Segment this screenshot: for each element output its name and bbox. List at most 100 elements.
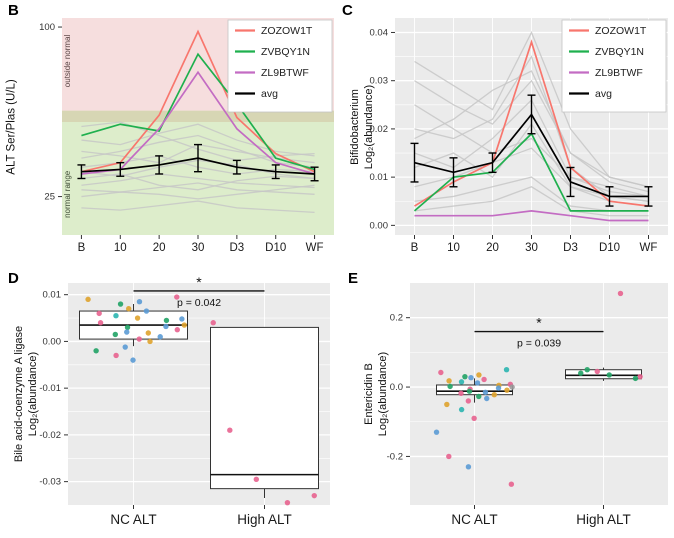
panel-label-d: D xyxy=(8,270,19,287)
data-point xyxy=(458,390,464,397)
significance-star: * xyxy=(536,315,542,331)
data-point xyxy=(476,393,482,400)
data-point xyxy=(474,380,481,386)
y-tick-label: 0.00 xyxy=(370,220,389,231)
data-point xyxy=(93,348,99,354)
data-point xyxy=(179,316,185,322)
x-tick-label: NC ALT xyxy=(110,512,156,527)
y-tick-label: 0.2 xyxy=(390,313,403,324)
y-tick-label: -0.01 xyxy=(39,383,61,394)
band-label: outside normal xyxy=(63,34,72,87)
y-tick-label: 0.03 xyxy=(370,76,389,87)
legend-label: ZL9BTWF xyxy=(261,67,309,79)
data-point xyxy=(594,368,600,375)
data-point xyxy=(632,375,639,382)
data-point xyxy=(482,389,489,395)
data-point xyxy=(112,331,119,338)
data-point xyxy=(124,329,130,335)
x-tick-label: WF xyxy=(640,242,658,254)
x-tick-label: 30 xyxy=(525,242,538,254)
legend-label: ZVBQY1N xyxy=(595,46,644,58)
x-tick-label: D10 xyxy=(599,242,620,254)
legend-label: avg xyxy=(261,88,278,100)
data-point xyxy=(163,317,170,324)
panel-e-chart: NC ALT High ALT 0.2 0.0 -0.2 * p = 0.039 xyxy=(387,283,668,527)
legend-label: ZVBQY1N xyxy=(261,46,310,58)
background-series-line xyxy=(414,30,649,188)
data-point xyxy=(210,320,216,326)
data-point xyxy=(113,352,119,359)
data-point xyxy=(143,308,150,314)
data-point xyxy=(471,415,477,421)
data-point xyxy=(491,391,497,398)
data-point xyxy=(458,379,465,385)
legend-label: avg xyxy=(595,88,612,100)
significance-p-value: p = 0.039 xyxy=(517,338,561,350)
data-point xyxy=(462,373,468,380)
data-point xyxy=(465,398,472,404)
panel-label-c: C xyxy=(342,2,353,19)
data-point xyxy=(174,327,180,333)
background-series-line xyxy=(414,186,649,217)
x-tick-label: 20 xyxy=(486,242,499,254)
y-tick-label: 25 xyxy=(44,192,55,203)
panel-label-e: E xyxy=(348,270,359,287)
data-point xyxy=(147,338,153,345)
background-series-line xyxy=(81,123,315,157)
x-tick-label: D3 xyxy=(563,242,578,254)
x-tick-label: 30 xyxy=(192,242,205,254)
data-point xyxy=(503,367,510,373)
data-point xyxy=(476,372,482,378)
y-tick-label: -0.2 xyxy=(387,451,403,462)
series-line-avg xyxy=(81,157,315,175)
band-label: normal range xyxy=(63,170,72,218)
data-point xyxy=(113,313,119,319)
data-point xyxy=(96,310,102,317)
box-High ALT xyxy=(565,369,642,380)
data-point xyxy=(227,427,233,433)
data-point xyxy=(584,367,590,373)
data-point xyxy=(124,324,131,331)
data-point xyxy=(446,453,452,460)
data-point xyxy=(253,476,260,482)
data-point xyxy=(444,401,450,408)
data-point xyxy=(122,344,128,350)
y-tick-label: 0.00 xyxy=(43,336,62,347)
x-tick-label: NC ALT xyxy=(451,512,497,527)
data-point xyxy=(508,481,515,487)
data-point xyxy=(466,388,473,394)
data-point xyxy=(85,296,91,303)
y-tick-label: 0.01 xyxy=(370,172,389,183)
significance-p-value: p = 0.042 xyxy=(177,297,221,309)
data-point xyxy=(446,378,452,384)
data-point xyxy=(495,385,502,391)
data-point xyxy=(637,373,643,380)
x-tick-label: 10 xyxy=(447,242,460,254)
series-line-ZL9BTWF xyxy=(414,210,649,222)
data-point xyxy=(130,357,136,363)
y-tick-label: -0.02 xyxy=(39,430,61,441)
data-point xyxy=(578,370,584,376)
legend-label: ZOZOW1T xyxy=(261,25,313,37)
panel-c-chart: B 10 20 30 D3 D10 WF 0.00 0.01 0.02 0.03 0.04 ZOZOW1… xyxy=(370,18,668,254)
data-point xyxy=(458,406,465,413)
data-point xyxy=(157,334,163,340)
data-point xyxy=(126,306,132,312)
data-point xyxy=(311,492,317,499)
legend-label: ZOZOW1T xyxy=(595,25,647,37)
y-tick-label: 0.01 xyxy=(43,290,62,301)
data-point xyxy=(145,330,151,336)
panel-label-b: B xyxy=(8,2,19,19)
legend-label: ZL9BTWF xyxy=(595,67,643,79)
x-tick-label: B xyxy=(411,242,419,254)
data-point xyxy=(617,290,624,297)
data-point xyxy=(438,369,444,376)
x-tick-label: 20 xyxy=(153,242,166,254)
significance-star: * xyxy=(196,274,202,290)
panel-b-chart: B 10 20 30 D3 D10 WF 25 100 outside normal normal … xyxy=(39,18,334,254)
box-NC ALT xyxy=(436,384,513,396)
data-point xyxy=(284,499,291,506)
data-point xyxy=(447,383,453,390)
data-point xyxy=(481,376,487,383)
data-point xyxy=(136,298,143,305)
